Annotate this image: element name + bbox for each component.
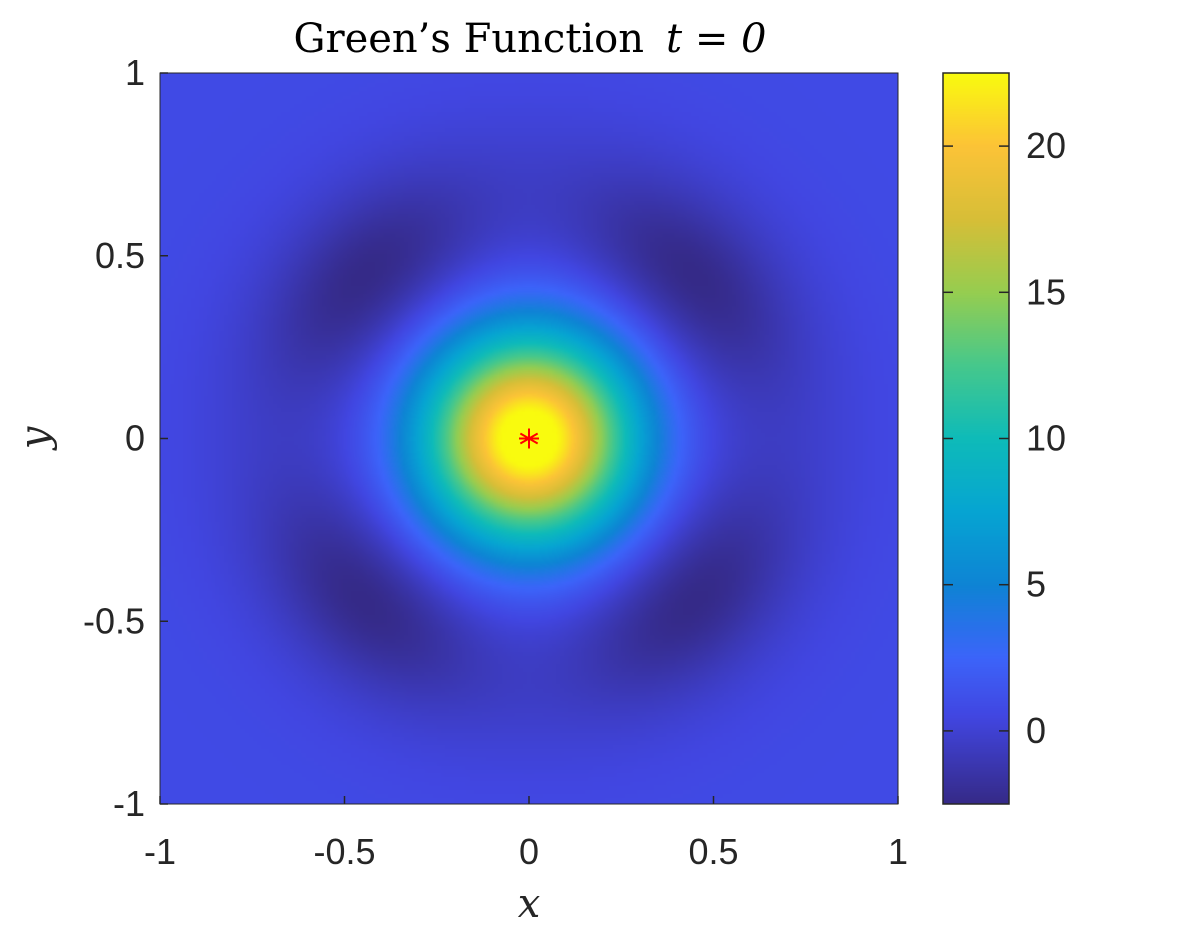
y-tick-label: 0: [125, 418, 145, 459]
y-tick-label: 1: [125, 52, 145, 93]
y-axis-label: y: [12, 425, 58, 451]
colorbar-gradient: [943, 73, 1009, 804]
colorbar-tick-label: 0: [1026, 710, 1046, 751]
y-tick-label: 0.5: [95, 235, 145, 276]
colorbar-tick-label: 5: [1026, 564, 1046, 605]
colorbar-tick-label: 15: [1026, 271, 1066, 312]
y-axis-ticks: -1 -0.5 0 0.5 1: [83, 52, 168, 824]
chart-title-math: t = 0: [666, 16, 766, 62]
x-tick-label: 1: [888, 831, 908, 872]
y-tick-label: -0.5: [83, 600, 145, 641]
colorbar-tick-label: 20: [1026, 125, 1066, 166]
x-tick-label: 0.5: [688, 831, 738, 872]
y-tick-label: -1: [113, 783, 145, 824]
x-axis-label: x: [518, 881, 541, 927]
x-tick-label: 0: [519, 831, 539, 872]
x-tick-label: -1: [144, 831, 176, 872]
x-tick-label: -0.5: [313, 831, 375, 872]
chart-title: Green’s Function t = 0: [294, 16, 767, 62]
colorbar-tick-label: 10: [1026, 418, 1066, 459]
colorbar-ticks: 0 5 10 15 20: [943, 125, 1066, 751]
chart-title-text: Green’s Function: [294, 16, 645, 62]
source-point-marker: [519, 428, 539, 449]
x-axis-ticks: -1 -0.5 0 0.5 1: [144, 796, 908, 872]
